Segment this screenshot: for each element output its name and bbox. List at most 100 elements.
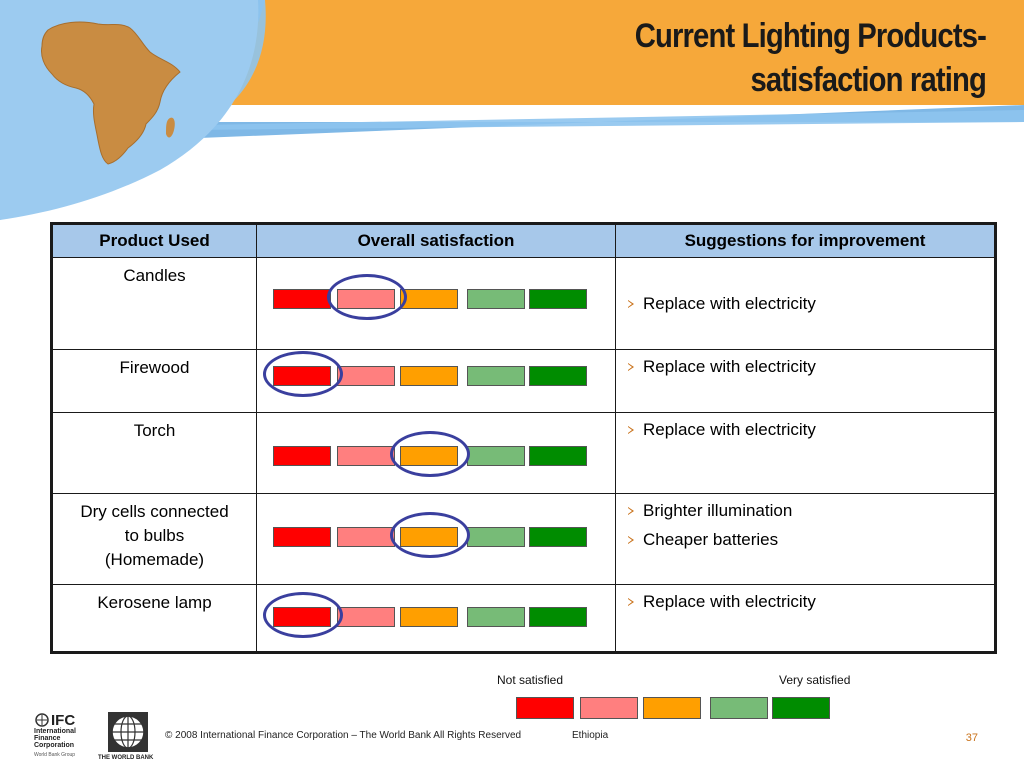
- suggestions-list: Replace with electricity: [626, 350, 990, 381]
- swatch-not-satisfied: [273, 446, 331, 466]
- swatch-not-satisfied: [273, 289, 331, 309]
- table-row: Kerosene lamp Replace with electricity: [51, 584, 996, 653]
- swatch-somewhat-satisfied: [710, 697, 768, 719]
- swatch-somewhat-satisfied: [467, 446, 525, 466]
- legend-low-label: Not satisfied: [497, 673, 564, 687]
- swatch-neutral: [643, 697, 701, 719]
- ifc-name-line: Corporation: [34, 742, 75, 749]
- page-number: 37: [965, 732, 978, 744]
- swatch-very-satisfied: [529, 527, 587, 547]
- selected-rating-circle: [263, 592, 343, 638]
- swatch-somewhat-unsatisfied: [337, 607, 395, 627]
- title-line-2: satisfaction rating: [750, 61, 986, 99]
- suggestions-cell: Replace with electricity: [615, 412, 996, 494]
- title-line-1: Current Lighting Products-: [634, 17, 987, 55]
- table-row: Dry cells connected to bulbs (Homemade) …: [51, 493, 996, 585]
- product-name: Firewood: [119, 358, 190, 377]
- suggestions-list: Replace with electricity: [626, 585, 990, 616]
- product-name: to bulbs: [124, 526, 185, 545]
- rating-cell: [256, 493, 616, 585]
- suggestions-list: Replace with electricity: [626, 289, 990, 318]
- product-name: Kerosene lamp: [97, 593, 212, 612]
- suggestion-item: Brighter illumination: [626, 496, 990, 525]
- swatch-somewhat-unsatisfied: [337, 527, 395, 547]
- country-text: Ethiopia: [572, 730, 609, 741]
- slide-title: Current Lighting Products- satisfaction …: [453, 14, 987, 102]
- swatch-somewhat-unsatisfied: [337, 446, 395, 466]
- suggestion-item: Replace with electricity: [626, 587, 990, 616]
- header-overall-satisfaction: Overall satisfaction: [256, 223, 616, 258]
- ifc-logo-icon: [35, 713, 49, 727]
- suggestion-item: Replace with electricity: [626, 352, 990, 381]
- selected-rating-circle: [390, 512, 470, 558]
- africa-map-icon: [41, 21, 181, 165]
- rating-cell: [256, 257, 616, 350]
- ifc-name: International Finance Corporation: [34, 728, 76, 749]
- satisfaction-table: Product Used Overall satisfaction Sugges…: [50, 222, 997, 654]
- swatch-very-satisfied: [529, 289, 587, 309]
- ifc-logo-text: IFC: [51, 712, 76, 729]
- swatch-not-satisfied: [273, 527, 331, 547]
- header-suggestions: Suggestions for improvement: [615, 223, 996, 258]
- header-graphic: [0, 0, 1024, 230]
- copyright-text: © 2008 International Finance Corporation…: [165, 730, 522, 741]
- rating-cell: [256, 584, 616, 653]
- selected-rating-circle: [327, 274, 407, 320]
- swatch-very-satisfied: [529, 366, 587, 386]
- suggestion-item: Cheaper batteries: [626, 525, 990, 554]
- swatch-somewhat-unsatisfied: [580, 697, 638, 719]
- table-header-row: Product Used Overall satisfaction Sugges…: [51, 223, 996, 258]
- suggestions-cell: Replace with electricity: [615, 584, 996, 653]
- ifc-logo: IFC International Finance Corporation Wo…: [34, 712, 94, 764]
- header-product-used: Product Used: [51, 223, 257, 258]
- suggestions-cell: Brighter illumination Cheaper batteries: [615, 493, 996, 585]
- swatch-somewhat-satisfied: [467, 289, 525, 309]
- table-row: Candles Replace with electricity: [51, 257, 996, 350]
- legend-scale: [516, 697, 836, 723]
- suggestions-list: Replace with electricity: [626, 413, 990, 444]
- table-row: Firewood Replace with electricity: [51, 349, 996, 413]
- suggestion-item: Replace with electricity: [626, 289, 990, 318]
- header-banner: [0, 0, 1024, 230]
- product-cell: Torch: [51, 412, 257, 494]
- ifc-subtitle: World Bank Group: [34, 752, 76, 758]
- product-name: (Homemade): [104, 550, 205, 569]
- swatch-neutral: [400, 366, 458, 386]
- selected-rating-circle: [263, 351, 343, 397]
- ifc-name-line: Finance: [34, 735, 61, 742]
- product-cell: Kerosene lamp: [51, 584, 257, 653]
- swatch-not-satisfied: [516, 697, 574, 719]
- rating-cell: [256, 412, 616, 494]
- swatch-very-satisfied: [529, 607, 587, 627]
- rating-scale: [273, 274, 593, 320]
- selected-rating-circle: [390, 431, 470, 477]
- suggestions-cell: Replace with electricity: [615, 349, 996, 413]
- product-name: Dry cells connected: [80, 502, 229, 521]
- world-bank-logo: THE WORLD BANK: [98, 710, 158, 766]
- rating-cell: [256, 349, 616, 413]
- suggestions-cell: Replace with electricity: [615, 257, 996, 350]
- swatch-very-satisfied: [529, 446, 587, 466]
- product-cell: Dry cells connected to bulbs (Homemade): [51, 493, 257, 585]
- world-bank-name: THE WORLD BANK: [98, 755, 154, 761]
- swatch-somewhat-unsatisfied: [337, 366, 395, 386]
- suggestions-list: Brighter illumination Cheaper batteries: [626, 494, 990, 554]
- ifc-name-line: International: [34, 728, 77, 735]
- world-bank-globe-icon: [108, 712, 148, 752]
- swatch-somewhat-satisfied: [467, 366, 525, 386]
- swatch-neutral: [400, 607, 458, 627]
- product-cell: Firewood: [51, 349, 257, 413]
- product-name: Torch: [133, 421, 176, 440]
- table-row: Torch Replace with electricity: [51, 412, 996, 494]
- rating-scale: [273, 431, 593, 477]
- swatch-neutral: [400, 289, 458, 309]
- rating-scale: [263, 592, 593, 638]
- swatch-somewhat-satisfied: [467, 607, 525, 627]
- swatch-somewhat-satisfied: [467, 527, 525, 547]
- legend-high-label: Very satisfied: [779, 673, 851, 687]
- suggestion-item: Replace with electricity: [626, 415, 990, 444]
- product-cell: Candles: [51, 257, 257, 350]
- swatch-very-satisfied: [772, 697, 830, 719]
- rating-scale: [263, 351, 593, 397]
- rating-scale: [273, 512, 593, 558]
